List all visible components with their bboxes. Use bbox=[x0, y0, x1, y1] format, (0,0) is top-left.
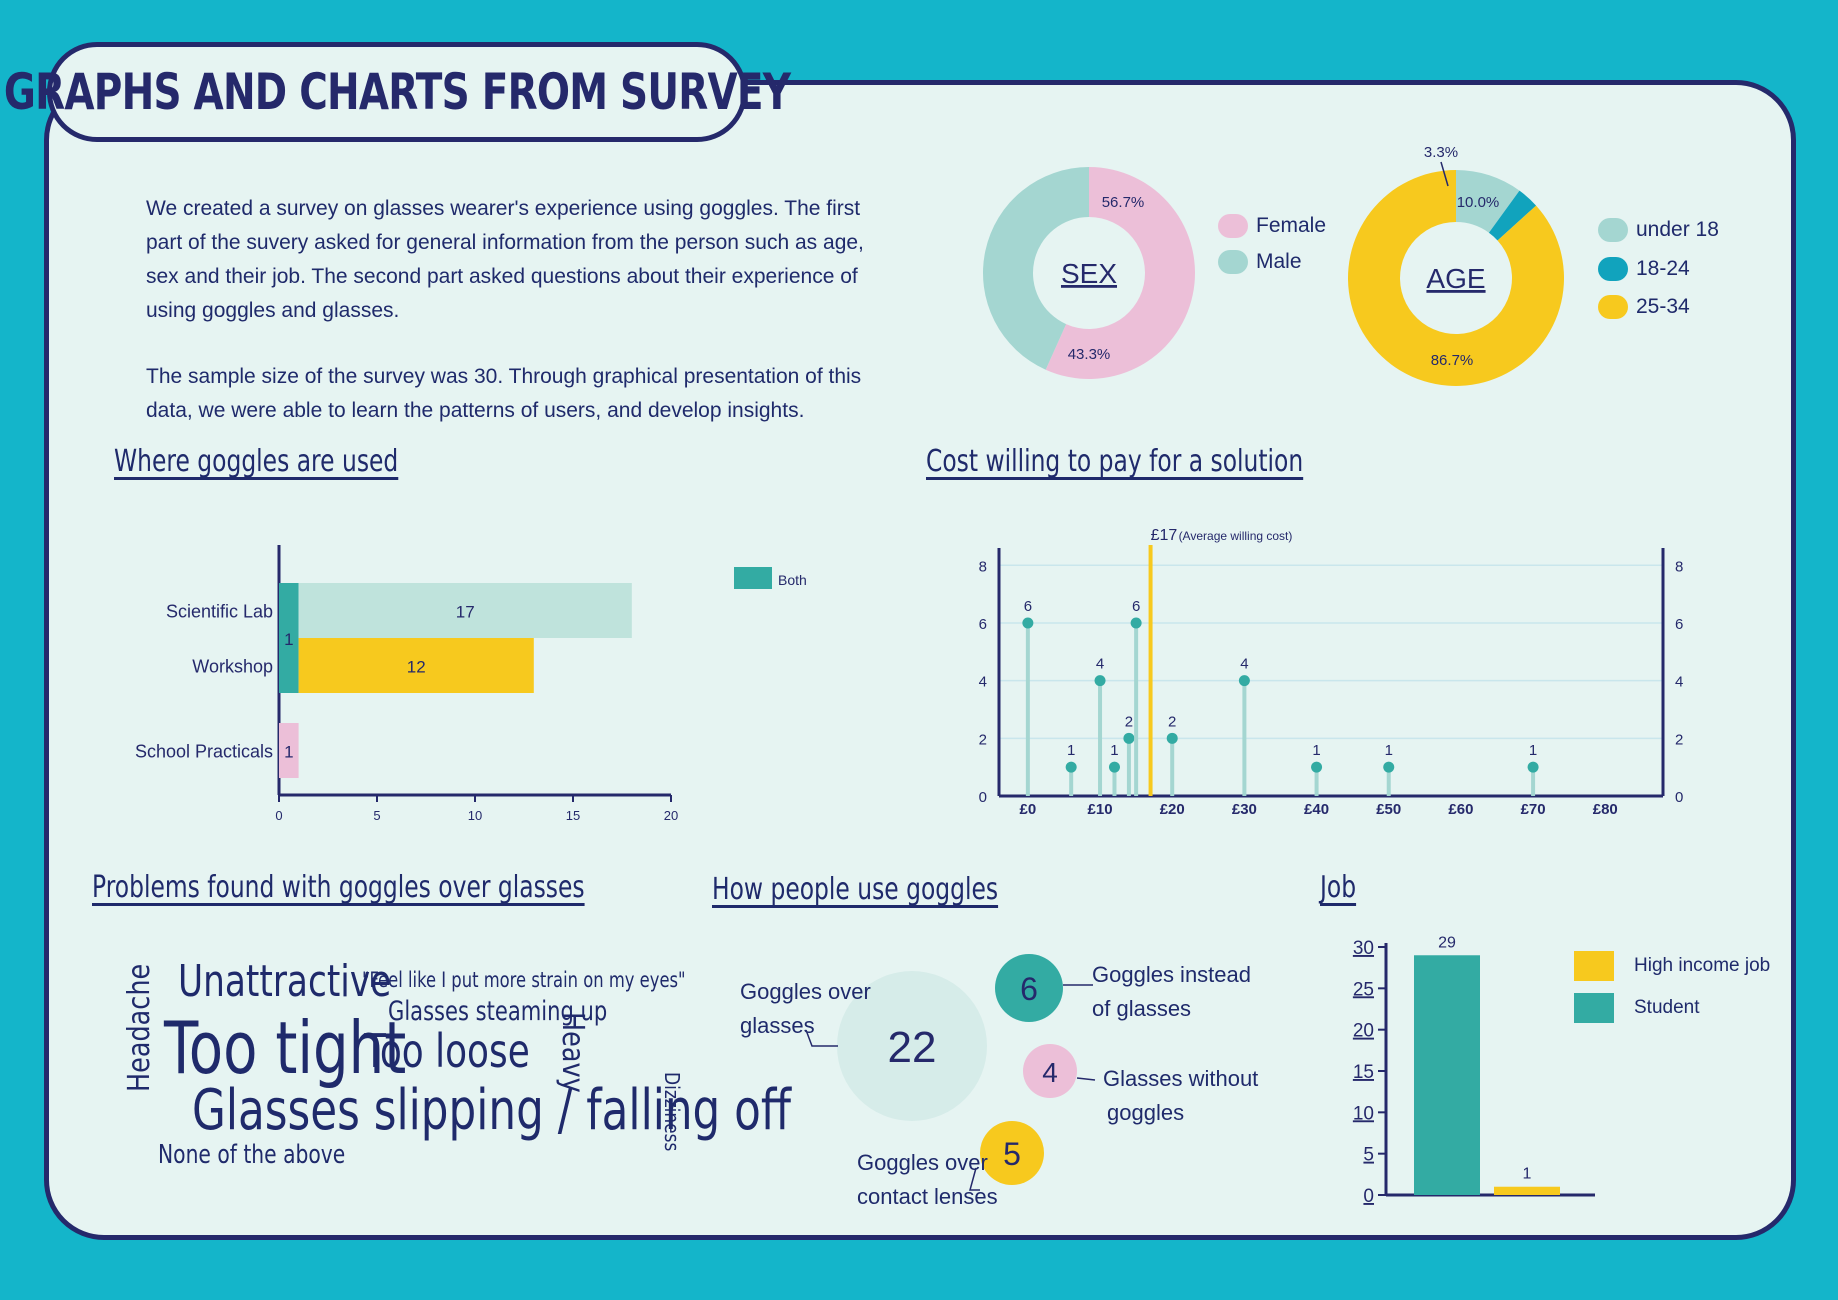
legend-under18: under 18 bbox=[1598, 218, 1719, 242]
intro-paragraph-2: The sample size of the survey was 30. Th… bbox=[146, 365, 862, 422]
legend-student: Student bbox=[1574, 993, 1700, 1023]
label-contact-line1: Goggles over bbox=[857, 1150, 988, 1175]
legend-label-student: Student bbox=[1634, 997, 1700, 1018]
word-too-tight: Too tight bbox=[164, 1006, 407, 1090]
title-tab: GRAPHS AND CHARTS FROM SURVEY bbox=[4, 42, 791, 142]
word-unattractive: Unattractive bbox=[178, 956, 392, 1007]
section-title-where: Where goggles are used bbox=[114, 444, 399, 479]
page-title: GRAPHS AND CHARTS FROM SURVEY bbox=[3, 63, 791, 121]
label-instead-line2: of glasses bbox=[1092, 996, 1192, 1021]
label-instead: Goggles instead of glasses bbox=[1092, 958, 1251, 1026]
word-headache: Headache bbox=[122, 963, 157, 1092]
legend-female: Female bbox=[1218, 214, 1326, 238]
legend-swatch-high-income bbox=[1574, 951, 1614, 981]
legend-label-under18: under 18 bbox=[1636, 218, 1719, 241]
label-without-line2: goggles bbox=[1107, 1100, 1185, 1125]
label-without: Glasses without goggles bbox=[1103, 1062, 1258, 1130]
word-too-loose: Too loose bbox=[364, 1024, 530, 1078]
section-title-job: Job bbox=[1320, 870, 1357, 905]
legend-label-25-34: 25-34 bbox=[1636, 295, 1690, 318]
label-instead-line1: Goggles instead bbox=[1092, 962, 1251, 987]
word-dizziness: Dizziness bbox=[660, 1072, 684, 1152]
word-glasses-steaming: Glasses steaming up bbox=[388, 996, 608, 1027]
section-title-how: How people use goggles bbox=[712, 872, 999, 907]
legend-swatch-25-34 bbox=[1598, 295, 1628, 319]
legend-swatch-male bbox=[1218, 250, 1248, 274]
intro-text: We created a survey on glasses wearer's … bbox=[146, 192, 866, 460]
legend-swatch-student bbox=[1574, 993, 1614, 1023]
label-contact-line2: contact lenses bbox=[857, 1184, 998, 1209]
label-over-glasses-line1: Goggles over bbox=[740, 979, 871, 1004]
legend-label-female: Female bbox=[1256, 214, 1327, 237]
label-over-glasses: Goggles over glasses bbox=[740, 975, 871, 1043]
section-title-cost: Cost willing to pay for a solution bbox=[926, 444, 1304, 479]
section-title-problems: Problems found with goggles over glasses bbox=[92, 870, 585, 905]
legend-label-18-24: 18-24 bbox=[1636, 257, 1690, 280]
label-over-glasses-line2: glasses bbox=[740, 1013, 815, 1038]
word-glasses-slipping: Glasses slipping / falling off bbox=[192, 1078, 791, 1143]
legend-label-high-income: High income job bbox=[1634, 955, 1771, 976]
word-feel-strain: "Feel like I put more strain on my eyes" bbox=[362, 968, 686, 992]
legend-swatch-18-24 bbox=[1598, 257, 1628, 281]
word-none-of-above: None of the above bbox=[158, 1140, 346, 1170]
legend-25-34: 25-34 bbox=[1598, 295, 1690, 319]
legend-swatch-under18 bbox=[1598, 218, 1628, 242]
legend-label-male: Male bbox=[1256, 250, 1302, 273]
legend-18-24: 18-24 bbox=[1598, 257, 1690, 281]
legend-male: Male bbox=[1218, 250, 1302, 274]
legend-high-income: High income job bbox=[1574, 951, 1770, 981]
legend-swatch-female bbox=[1218, 214, 1248, 238]
label-contact: Goggles over contact lenses bbox=[857, 1146, 998, 1214]
intro-paragraph-1: We created a survey on glasses wearer's … bbox=[146, 197, 864, 322]
label-without-line1: Glasses without bbox=[1103, 1066, 1259, 1091]
